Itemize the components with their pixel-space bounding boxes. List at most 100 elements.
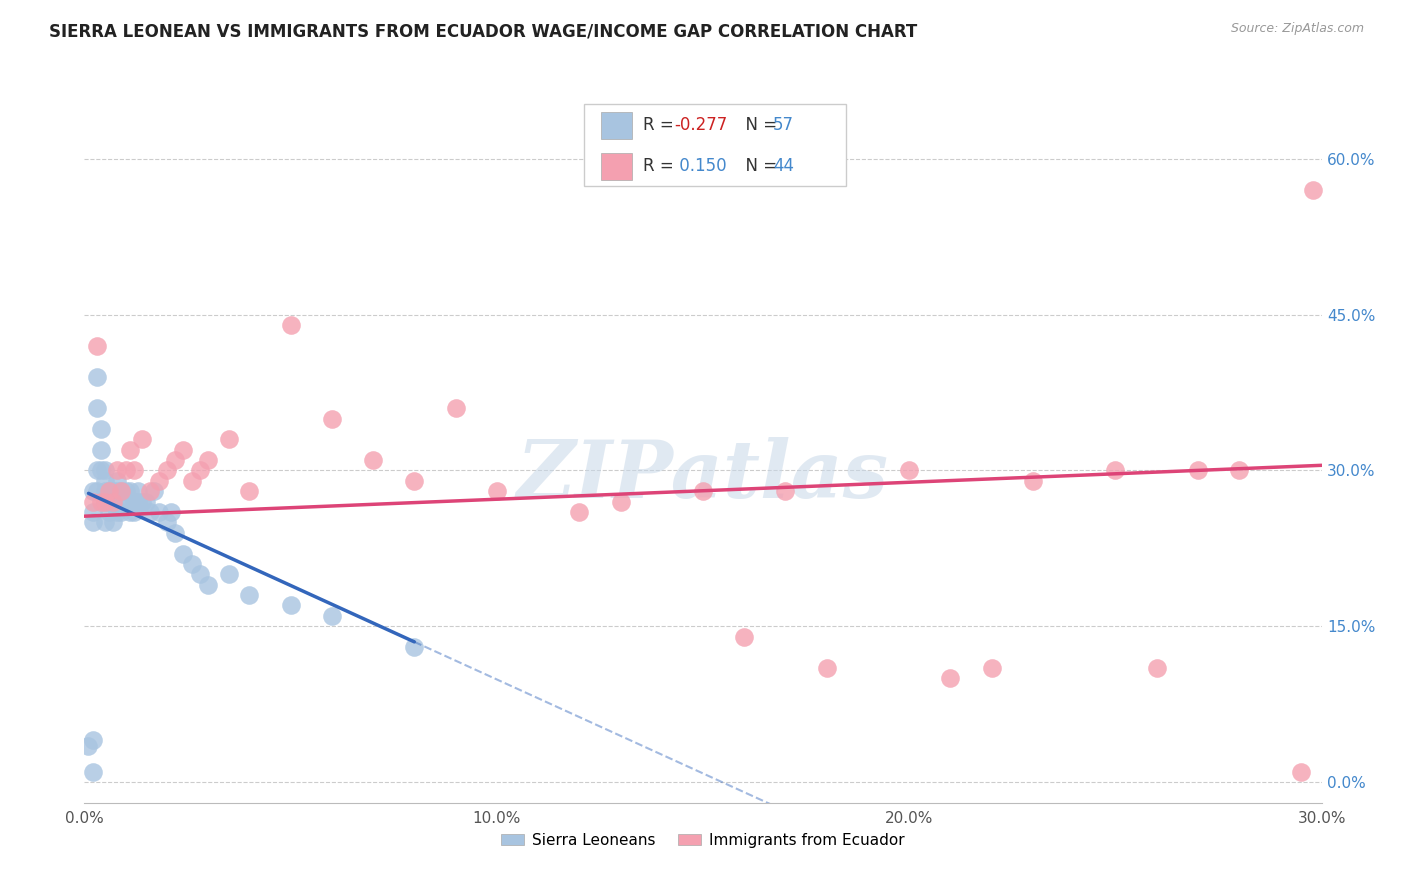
Text: 0.150: 0.150 <box>675 157 727 176</box>
Point <box>110 484 132 499</box>
Point <box>733 630 755 644</box>
Point <box>609 494 631 508</box>
Point <box>105 484 128 499</box>
Point <box>165 453 187 467</box>
Point <box>131 494 153 508</box>
Point <box>127 484 149 499</box>
Text: R =: R = <box>644 116 679 135</box>
Point <box>485 484 508 499</box>
Point <box>160 505 183 519</box>
Text: SIERRA LEONEAN VS IMMIGRANTS FROM ECUADOR WAGE/INCOME GAP CORRELATION CHART: SIERRA LEONEAN VS IMMIGRANTS FROM ECUADO… <box>49 22 918 40</box>
Point <box>103 516 125 530</box>
Point <box>118 505 141 519</box>
Text: ZIPatlas: ZIPatlas <box>517 437 889 515</box>
Point <box>103 494 125 508</box>
Point <box>86 401 108 416</box>
Point <box>238 484 260 499</box>
Legend: Sierra Leoneans, Immigrants from Ecuador: Sierra Leoneans, Immigrants from Ecuador <box>495 827 911 855</box>
Point <box>148 474 170 488</box>
Point <box>218 567 240 582</box>
Point <box>110 494 132 508</box>
Point <box>82 484 104 499</box>
Point <box>86 370 108 384</box>
Point <box>188 463 211 477</box>
Point <box>238 588 260 602</box>
Point <box>103 494 125 508</box>
Point <box>110 484 132 499</box>
Point <box>94 494 117 508</box>
Point <box>1022 474 1045 488</box>
Point <box>105 463 128 477</box>
Point <box>361 453 384 467</box>
Point <box>127 494 149 508</box>
Point <box>98 484 121 499</box>
Point <box>568 505 591 519</box>
Text: 57: 57 <box>773 116 794 135</box>
Point <box>82 505 104 519</box>
Point <box>105 474 128 488</box>
Text: R =: R = <box>644 157 679 176</box>
Point <box>77 739 100 753</box>
Point <box>280 318 302 332</box>
Point <box>94 516 117 530</box>
Point <box>114 494 136 508</box>
Point <box>82 733 104 747</box>
Point <box>197 578 219 592</box>
Point <box>118 484 141 499</box>
Point <box>94 494 117 508</box>
Point <box>692 484 714 499</box>
Point <box>180 557 202 571</box>
Point <box>114 463 136 477</box>
Point <box>172 547 194 561</box>
Point <box>82 494 104 508</box>
Point <box>148 505 170 519</box>
Point <box>82 516 104 530</box>
Point <box>156 516 179 530</box>
Point <box>1227 463 1250 477</box>
Point <box>122 494 145 508</box>
Point <box>94 484 117 499</box>
Point <box>118 442 141 457</box>
Point <box>94 463 117 477</box>
Point <box>280 599 302 613</box>
Point <box>94 474 117 488</box>
Point <box>188 567 211 582</box>
Point <box>165 525 187 540</box>
Text: -0.277: -0.277 <box>675 116 727 135</box>
Point <box>1146 661 1168 675</box>
Point <box>218 433 240 447</box>
Point <box>139 505 162 519</box>
Point <box>90 442 112 457</box>
Point <box>105 505 128 519</box>
Point <box>103 484 125 499</box>
Text: 44: 44 <box>773 157 794 176</box>
Point <box>135 494 157 508</box>
Point <box>98 484 121 499</box>
Text: N =: N = <box>735 116 782 135</box>
Point <box>122 505 145 519</box>
Point <box>86 463 108 477</box>
Point <box>82 764 104 779</box>
Point <box>197 453 219 467</box>
Point <box>1187 463 1209 477</box>
Point <box>1104 463 1126 477</box>
Point <box>143 484 166 499</box>
Text: Source: ZipAtlas.com: Source: ZipAtlas.com <box>1230 22 1364 36</box>
Text: N =: N = <box>735 157 782 176</box>
Point <box>131 433 153 447</box>
Point <box>122 463 145 477</box>
Point <box>98 484 121 499</box>
Point <box>404 474 426 488</box>
Point <box>404 640 426 654</box>
Point <box>98 505 121 519</box>
Point <box>321 608 343 623</box>
Point <box>139 484 162 499</box>
Point <box>86 484 108 499</box>
Point <box>1289 764 1312 779</box>
Point <box>898 463 921 477</box>
Point <box>180 474 202 488</box>
Point <box>86 339 108 353</box>
Point <box>444 401 467 416</box>
Point <box>321 411 343 425</box>
Point <box>98 494 121 508</box>
